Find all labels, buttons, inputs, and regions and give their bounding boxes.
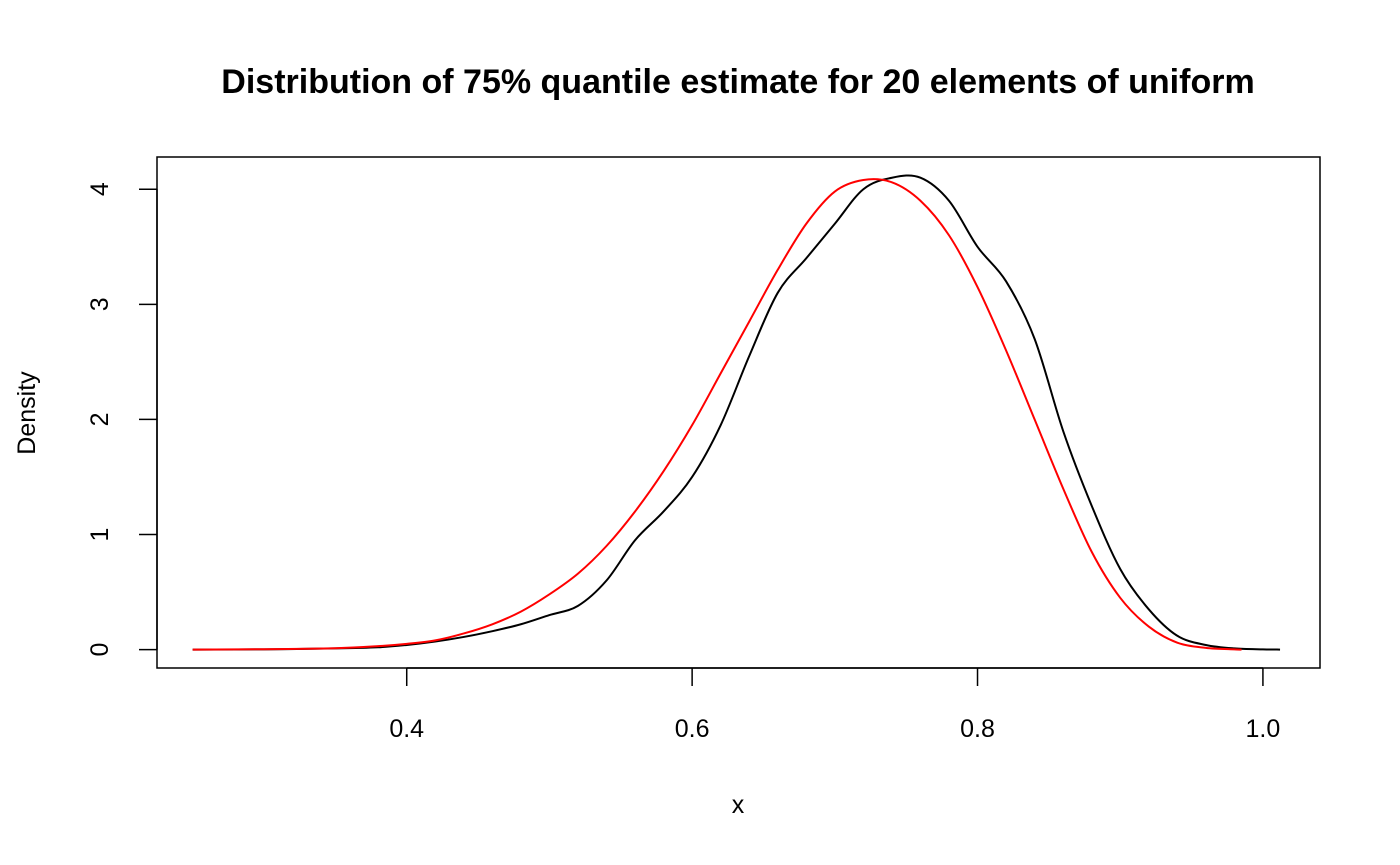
series-layer [192, 174, 1281, 651]
x-tick-label: 0.8 [960, 715, 995, 743]
x-tick-label: 0.4 [389, 715, 424, 743]
empirical-density-line [192, 174, 1281, 651]
y-tick-label: 2 [86, 412, 114, 426]
x-tick-label: 0.6 [675, 715, 710, 743]
y-tick-label: 3 [86, 297, 114, 311]
x-tick-label: 1.0 [1246, 715, 1281, 743]
y-tick-label: 0 [86, 643, 114, 657]
chart-title: Distribution of 75% quantile estimate fo… [221, 63, 1254, 101]
y-axis: 0 1 2 3 4 [86, 182, 158, 657]
x-axis-label: x [732, 791, 745, 819]
y-axis-label: Density [13, 371, 41, 455]
y-tick-label: 1 [86, 528, 114, 542]
theoretical-density-line [192, 178, 1242, 651]
x-axis: 0.4 0.6 0.8 1.0 [389, 667, 1281, 743]
y-tick-label: 4 [86, 182, 114, 196]
